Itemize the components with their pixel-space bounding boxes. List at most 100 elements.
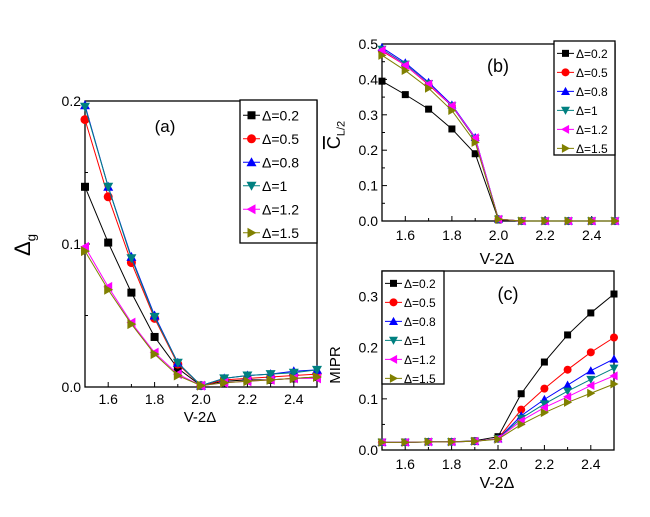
x-tick-label: 2.2 (238, 391, 258, 407)
data-point (378, 50, 387, 60)
legend-marker (389, 336, 398, 345)
legend-label: Δ=1.2 (262, 202, 299, 218)
data-point (127, 319, 137, 330)
series-Δ=1.5 (378, 50, 620, 226)
data-point (401, 437, 410, 447)
data-point (610, 333, 618, 342)
legend-marker (561, 124, 570, 134)
legend-label: Δ=0.2 (404, 277, 436, 291)
y-axis-label-subscript: g (24, 234, 39, 241)
data-point (564, 331, 572, 339)
data-point (220, 377, 230, 388)
legend-item: Δ=0.8 (243, 155, 299, 171)
data-point (103, 182, 114, 192)
legend: Δ=0.2 Δ=0.5 Δ=0.8 Δ=1 Δ=1.2 Δ=1.5 (553, 40, 616, 156)
x-tick-label: 2.4 (582, 227, 602, 243)
x-axis-label: V-2Δ (480, 475, 515, 492)
data-point (609, 364, 619, 373)
series-Δ=1.2 (80, 241, 321, 391)
y-tick-label: 0.1 (359, 391, 379, 407)
data-point (424, 437, 433, 447)
data-point (610, 290, 618, 298)
x-tick-label: 2.4 (284, 391, 304, 407)
data-point (563, 392, 572, 402)
legend-marker (390, 279, 397, 287)
legend-label: Δ=0.8 (262, 155, 299, 171)
data-point (81, 246, 90, 257)
x-tick-label: 2.0 (488, 456, 508, 472)
data-point (470, 133, 479, 143)
data-point (219, 374, 230, 384)
data-point (564, 216, 573, 226)
data-point (494, 434, 503, 444)
legend-label: Δ=0.2 (576, 47, 608, 61)
legend-label: Δ=1.2 (404, 353, 436, 367)
x-tick-label: 1.6 (396, 227, 416, 243)
data-point (609, 371, 618, 381)
legend-label: Δ=1 (262, 178, 288, 194)
legend: Δ=0.2 Δ=0.5 Δ=0.8 Δ=1 Δ=1.2 Δ=1.5 (381, 270, 445, 386)
y-axis-label: Δg (10, 234, 39, 256)
data-point (564, 397, 573, 407)
data-point (539, 400, 549, 409)
legend-marker (246, 157, 257, 167)
data-point (494, 214, 503, 224)
legend-item: Δ=1.5 (243, 225, 299, 241)
data-point (448, 125, 456, 133)
data-point (517, 419, 526, 429)
data-point (587, 388, 596, 398)
chart-panel-b: 1.6 1.8 2.0 2.2 2.4 0.0 0.1 0.2 0.3 0.4 0.5 (b) Δ=0.… (324, 36, 620, 268)
legend-marker (246, 204, 256, 215)
data-point (517, 390, 525, 398)
data-point (80, 115, 90, 125)
y-axis-label-main: MIPR (327, 346, 344, 384)
data-point (424, 79, 433, 89)
legend-box (553, 40, 616, 156)
legend-item: Δ=1.2 (243, 202, 299, 218)
data-point (471, 150, 479, 158)
y-tick-label: 0.3 (359, 107, 379, 123)
data-point (197, 380, 206, 391)
legend-label: Δ=0.5 (404, 296, 436, 310)
legend-item: Δ=0.8 (557, 85, 608, 99)
data-point (377, 45, 386, 55)
data-point (541, 216, 550, 226)
x-tick-label: 1.8 (442, 456, 462, 472)
legend-label: Δ=0.5 (576, 66, 608, 80)
x-tick-label: 2.0 (489, 227, 509, 243)
legend-marker (389, 316, 398, 325)
y-tick-label: 0.2 (359, 142, 379, 158)
legend: Δ=0.2 Δ=0.5 Δ=0.8 Δ=1 Δ=1.2 Δ=1.5 (239, 99, 318, 244)
legend-marker (561, 86, 570, 95)
legend-label: Δ=1 (404, 334, 426, 348)
x-tick-label: 1.8 (442, 227, 462, 243)
y-tick-label: 0.0 (359, 442, 379, 458)
data-point (425, 105, 433, 113)
legend-label: Δ=1.5 (576, 142, 608, 156)
y-axis-label: CL/2 (324, 121, 348, 149)
data-point (539, 403, 548, 413)
data-point (266, 374, 276, 385)
series-Δ=1.5 (378, 379, 619, 447)
legend-item: Δ=0.2 (385, 277, 436, 291)
legend-label: Δ=1.5 (404, 372, 436, 386)
data-point (150, 349, 160, 360)
y-axis-label: MIPR (327, 346, 344, 384)
chart-panel-c: 1.6 1.8 2.0 2.2 2.4 0.0 0.1 0.2 0.3 (c) Δ=0.2 Δ=0.5… (327, 270, 619, 492)
x-tick-label: 1.8 (145, 391, 165, 407)
data-point (173, 370, 183, 381)
data-point (378, 437, 387, 447)
legend-item: Δ=0.2 (557, 47, 608, 61)
legend-marker (561, 68, 570, 77)
data-point (289, 373, 299, 384)
data-point (563, 380, 573, 389)
legend-marker (389, 298, 398, 307)
data-point (288, 368, 299, 378)
y-tick-label: 0.0 (359, 213, 379, 229)
legend-label: Δ=0.2 (262, 108, 299, 124)
legend-marker (247, 134, 256, 144)
y-axis-label-subscript: L/2 (336, 121, 348, 136)
x-tick-label: 2.2 (535, 456, 555, 472)
data-point (540, 384, 549, 393)
data-point (471, 137, 480, 147)
